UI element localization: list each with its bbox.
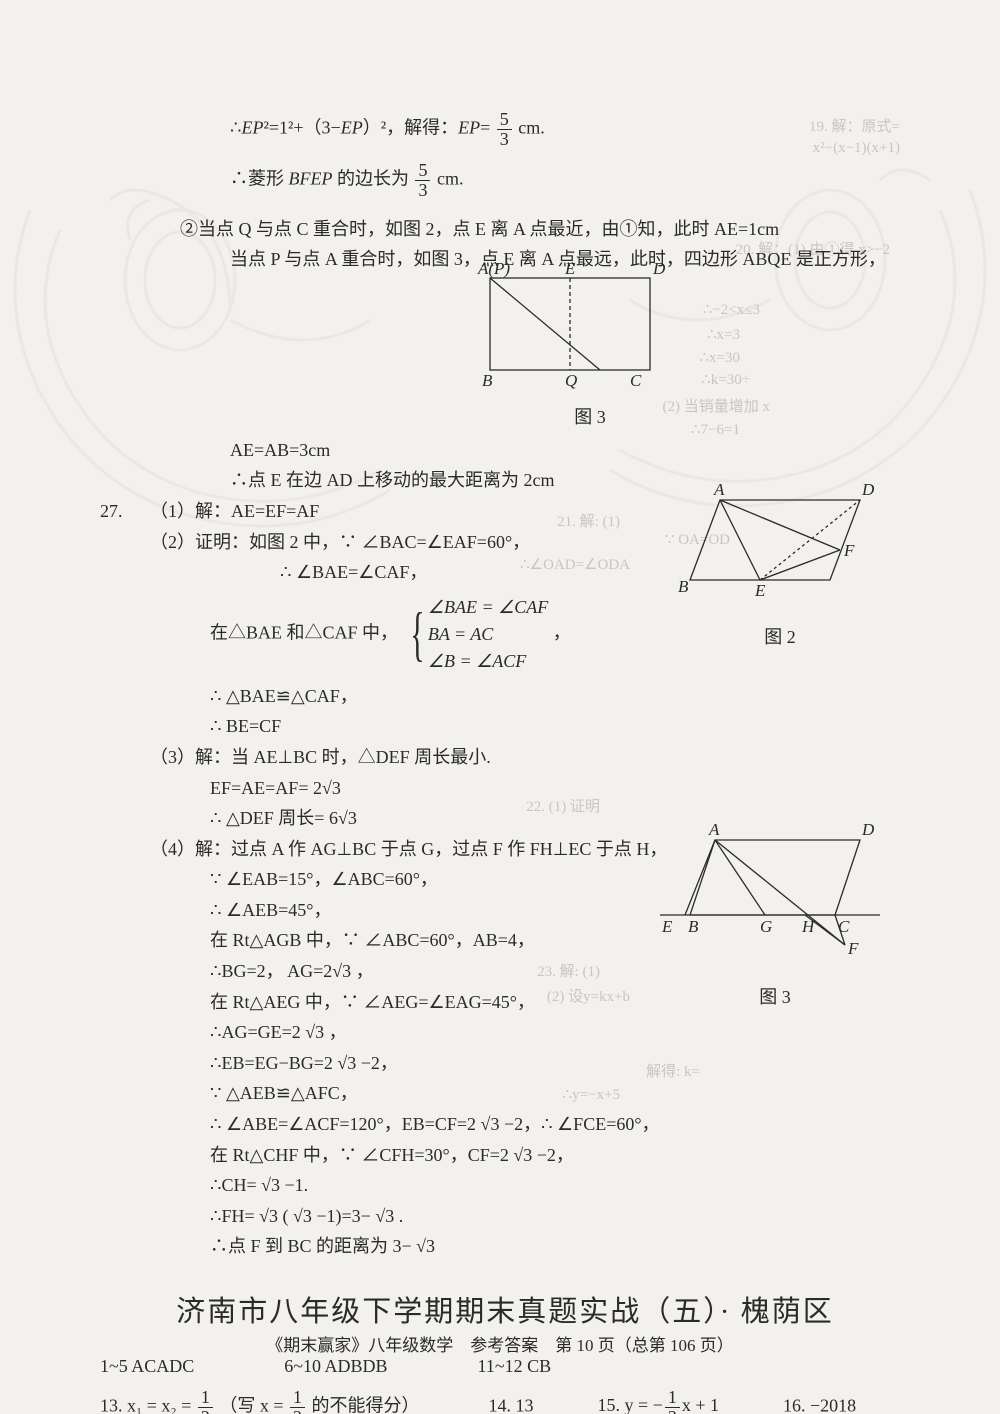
line-27-3b: EF=AE=AF= 2√3 <box>210 773 910 804</box>
line-27-4k: 在 Rt△CHF 中，∵ ∠CFH=30°，CF=2 √3 −2， <box>210 1140 910 1171</box>
line-27-2d: ∴ △BAE≌△CAF， <box>210 681 910 712</box>
svg-text:B: B <box>688 917 699 936</box>
line-27-4g: ∴AG=GE=2 √3 ， <box>210 1017 910 1048</box>
svg-text:C: C <box>838 917 850 936</box>
section-title: 济南市八年级下学期期末真题实战（五）· 槐荫区 <box>100 1288 910 1337</box>
line-26-rhombus: ∴菱形 BFEP 的边长为 53 cm. <box>230 161 910 200</box>
svg-text:D: D <box>861 820 875 839</box>
svg-text:E: E <box>661 917 673 936</box>
answer-15: 15. y = −13x + 1 <box>598 1395 724 1414</box>
svg-text:G: G <box>760 917 772 936</box>
answers-1-5: 1~5 ACADC <box>100 1351 194 1382</box>
fillin-row-1: 13. x₁ = x₂ = 12 （写 x = 12 的不能得分） 14. 13… <box>100 1388 910 1414</box>
line-27-4m: ∴FH= √3 ( √3 −1)=3− √3 . <box>210 1201 910 1232</box>
figure-2-caption: 图 2 <box>670 622 890 653</box>
svg-text:Q: Q <box>565 371 577 390</box>
left-brace-icon: { <box>410 616 424 652</box>
answer-16: 16. −2018 <box>783 1395 856 1414</box>
svg-text:C: C <box>630 371 642 390</box>
figure-3b-caption: 图 3 <box>660 982 890 1013</box>
svg-text:E: E <box>564 260 576 278</box>
figure-3-square: A(P) E D B Q C 图 3 <box>470 260 710 432</box>
svg-text:A: A <box>713 480 725 499</box>
figure-3-caption: 图 3 <box>470 402 710 433</box>
figure-2-parallelogram: A D B E F 图 2 <box>670 480 890 652</box>
line-27-4h: ∴EB=EG−BG=2 √3 −2， <box>210 1048 910 1079</box>
line-27-4l: ∴CH= √3 −1. <box>210 1170 910 1201</box>
answers-11-12: 11~12 CB <box>478 1351 552 1382</box>
svg-text:F: F <box>847 939 859 958</box>
line-26-case2a: ②当点 Q 与点 C 重合时，如图 2，点 E 离 A 点最近，由①知，此时 A… <box>180 214 910 245</box>
svg-text:A(P): A(P) <box>477 260 510 278</box>
line-27-4n: ∴点 F 到 BC 的距离为 3− √3 <box>210 1231 910 1262</box>
svg-text:D: D <box>861 480 875 499</box>
fraction-5-3: 53 <box>497 110 512 149</box>
svg-text:A: A <box>708 820 720 839</box>
answers-6-10: 6~10 ADBDB <box>284 1351 387 1382</box>
figure-3-parallelogram: A D B E G H C F 图 3 <box>660 820 890 1012</box>
page-content: ∴EP²=1²+（3−EP）²，解得：EP= 53 cm. ∴菱形 BFEP 的… <box>100 110 910 1414</box>
svg-text:D: D <box>652 260 666 278</box>
line-27-4i: ∵ △AEB≌△AFC， <box>210 1078 910 1109</box>
answer-14: 14. 13 <box>489 1395 534 1414</box>
line-27-4j: ∴ ∠ABE=∠ACF=120°，EB=CF=2 √3 −2，∴ ∠FCE=60… <box>210 1109 910 1140</box>
mc-answers-row: 1~5 ACADC 6~10 ADBDB 11~12 CB <box>100 1351 910 1382</box>
svg-text:E: E <box>754 581 766 600</box>
svg-text:B: B <box>678 577 689 596</box>
line-27-2e: ∴ BE=CF <box>210 711 910 742</box>
line-26-ae-ab: AE=AB=3cm <box>230 435 910 466</box>
svg-text:H: H <box>801 917 816 936</box>
line-27-3a: （3）解：当 AE⊥BC 时，△DEF 周长最小. <box>150 742 910 773</box>
svg-text:F: F <box>843 541 855 560</box>
svg-text:B: B <box>482 371 493 390</box>
line-26-ep2: ∴EP²=1²+（3−EP）²，解得：EP= 53 cm. <box>230 110 910 149</box>
fraction-5-3b: 53 <box>415 161 430 200</box>
